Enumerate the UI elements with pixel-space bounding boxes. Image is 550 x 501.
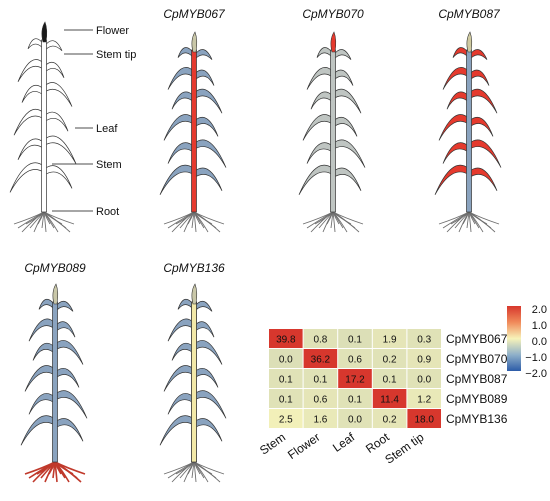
heatmap-cell bbox=[407, 409, 441, 428]
plant-drawing-5 bbox=[159, 283, 227, 483]
plant-drawing-0 bbox=[9, 21, 77, 233]
heatmap-cell-value: 1.2 bbox=[417, 395, 431, 406]
heatmap-cell bbox=[338, 389, 372, 408]
heatmap-column-label: Leaf bbox=[330, 430, 358, 455]
heatmap-column-label: Stem tip bbox=[382, 430, 426, 467]
heatmap-cell-value: 18.0 bbox=[414, 415, 434, 426]
heatmap-row-label: CpMYB087 bbox=[446, 372, 508, 386]
color-scale-bar bbox=[507, 306, 521, 371]
heatmap-cell-value: 17.2 bbox=[345, 375, 365, 386]
heatmap-cell bbox=[372, 329, 407, 348]
heatmap-cell bbox=[338, 349, 372, 368]
scale-tick-2: 0.0 bbox=[532, 336, 547, 348]
heatmap-cell bbox=[269, 409, 303, 428]
heatmap-cell-value: 39.8 bbox=[276, 335, 296, 346]
heatmap-cell-value: 1.9 bbox=[383, 335, 397, 346]
heatmap-cell-value: 0.1 bbox=[279, 395, 293, 406]
heatmap-cell bbox=[269, 349, 303, 368]
heatmap-cell-value: 2.5 bbox=[279, 415, 293, 426]
scale-tick-4: −2.0 bbox=[525, 368, 547, 380]
label-stem-tip: Stem tip bbox=[96, 49, 136, 61]
heatmap-cell bbox=[303, 389, 338, 408]
heatmap-row-label: CpMYB089 bbox=[446, 392, 508, 406]
label-root: Root bbox=[96, 206, 119, 218]
plant-title-cpmyb070: CpMYB070 bbox=[302, 7, 364, 21]
plant-title-cpmyb067: CpMYB067 bbox=[163, 7, 226, 21]
heatmap-cell-value: 0.3 bbox=[417, 335, 431, 346]
plant-title-cpmyb089: CpMYB089 bbox=[24, 261, 86, 275]
heatmap-cell-value: 0.0 bbox=[279, 355, 293, 366]
heatmap-cell-value: 0.6 bbox=[313, 395, 327, 406]
heatmap-cell-value: 0.8 bbox=[313, 335, 327, 346]
reference-labels: Flower Stem tip Leaf Stem Root bbox=[52, 25, 136, 218]
label-stem: Stem bbox=[96, 159, 122, 171]
heatmap-cell bbox=[338, 409, 372, 428]
heatmap-column-label: Stem bbox=[257, 430, 288, 458]
expression-heatmap: 39.8 0.8 0.1 1.9 0.3 CpMYB067 0.0 36.2 0.6 0.2 0.9… bbox=[257, 329, 508, 467]
heatmap-cell bbox=[372, 349, 407, 368]
heatmap-row-label: CpMYB070 bbox=[446, 352, 508, 366]
heatmap-cell bbox=[407, 389, 441, 408]
scale-tick-3: −1.0 bbox=[525, 352, 547, 364]
heatmap-cell-value: 36.2 bbox=[311, 355, 331, 366]
heatmap-cell-value: 11.4 bbox=[380, 395, 399, 406]
heatmap-cell bbox=[338, 369, 372, 388]
heatmap-column-label: Flower bbox=[285, 430, 323, 462]
heatmap-cell-value: 0.6 bbox=[348, 355, 362, 366]
heatmap-row-label: CpMYB067 bbox=[446, 332, 508, 346]
heatmap-cell bbox=[269, 329, 303, 348]
heatmap-cell bbox=[303, 329, 338, 348]
plant-drawing-3 bbox=[434, 31, 502, 233]
heatmap-cell-value: 0.2 bbox=[383, 355, 397, 366]
heatmap-cell bbox=[372, 389, 407, 408]
heatmap-cell-value: 0.0 bbox=[348, 415, 362, 426]
heatmap-cell-value: 0.1 bbox=[348, 335, 362, 346]
heatmap-cell bbox=[303, 349, 338, 368]
heatmap-cell-value: 0.1 bbox=[348, 395, 362, 406]
heatmap-cell bbox=[372, 409, 407, 428]
heatmap-cell bbox=[372, 369, 407, 388]
color-scale-legend: 2.0 1.0 0.0 −1.0 −2.0 bbox=[507, 304, 547, 380]
heatmap-cell bbox=[407, 329, 441, 348]
heatmap-cell bbox=[407, 369, 441, 388]
heatmap-cell bbox=[407, 349, 441, 368]
heatmap-cell-value: 0.1 bbox=[279, 375, 293, 386]
heatmap-cell-value: 0.9 bbox=[417, 355, 431, 366]
heatmap-cell bbox=[269, 389, 303, 408]
plant-drawing-4 bbox=[20, 283, 88, 483]
plant-title-cpmyb087: CpMYB087 bbox=[438, 7, 501, 21]
heatmap-cell bbox=[303, 369, 338, 388]
heatmap-cell bbox=[303, 409, 338, 428]
label-flower: Flower bbox=[96, 25, 129, 37]
scale-tick-0: 2.0 bbox=[532, 304, 547, 316]
heatmap-cell-value: 1.6 bbox=[313, 415, 327, 426]
heatmap-cell-value: 0.1 bbox=[383, 375, 397, 386]
plant-title-cpmyb136: CpMYB136 bbox=[163, 261, 225, 275]
heatmap-cell-value: 0.2 bbox=[383, 415, 397, 426]
heatmap-cell-value: 0.1 bbox=[313, 375, 327, 386]
heatmap-row-label: CpMYB136 bbox=[446, 412, 508, 426]
plant-illustrations bbox=[9, 21, 502, 483]
scale-tick-1: 1.0 bbox=[532, 320, 547, 332]
heatmap-cell bbox=[269, 369, 303, 388]
label-leaf: Leaf bbox=[96, 123, 118, 135]
heatmap-cell bbox=[338, 329, 372, 348]
heatmap-cell-value: 0.0 bbox=[417, 375, 431, 386]
plant-drawing-2 bbox=[298, 31, 366, 233]
plant-drawing-1 bbox=[159, 31, 227, 233]
